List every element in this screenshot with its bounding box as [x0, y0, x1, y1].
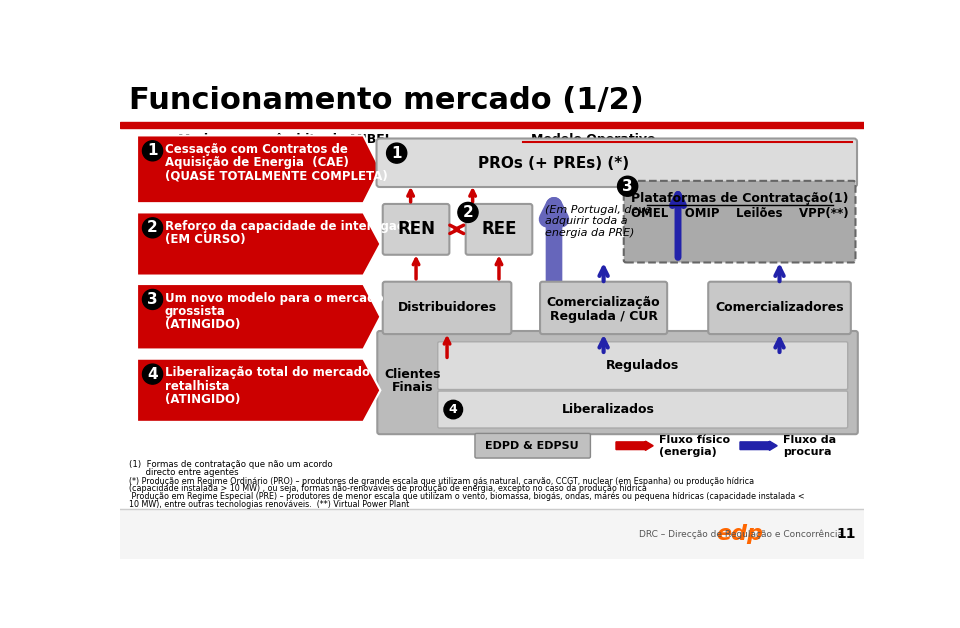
Text: Um novo modelo para o mercado: Um novo modelo para o mercado — [165, 292, 383, 305]
FancyBboxPatch shape — [383, 282, 512, 334]
Text: Comercialização: Comercialização — [547, 296, 660, 309]
Text: Clientes: Clientes — [385, 367, 442, 381]
Text: (EM CURSO): (EM CURSO) — [165, 233, 246, 246]
Text: 11: 11 — [837, 528, 856, 541]
Circle shape — [458, 202, 478, 222]
Text: EDPD & EDPSU: EDPD & EDPSU — [486, 441, 579, 451]
Text: Fluxo da
procura: Fluxo da procura — [782, 435, 836, 457]
Text: Aquisição de Energia  (CAE): Aquisição de Energia (CAE) — [165, 156, 348, 169]
Text: Reforço da capacidade de interligação: Reforço da capacidade de interligação — [165, 220, 420, 233]
Circle shape — [444, 400, 463, 419]
FancyArrow shape — [740, 441, 778, 450]
Text: (1)  Formas de contratação que não um acordo: (1) Formas de contratação que não um aco… — [130, 460, 333, 469]
Text: Produção em Regime Especial (PRE) – produtores de menor escala que utilizam o ve: Produção em Regime Especial (PRE) – prod… — [130, 492, 804, 501]
Text: 2: 2 — [463, 205, 473, 220]
Text: Regulados: Regulados — [606, 359, 679, 372]
Text: 4: 4 — [147, 367, 157, 382]
Circle shape — [387, 143, 407, 163]
Text: REN: REN — [397, 220, 435, 239]
FancyArrow shape — [616, 441, 653, 450]
Text: (ATINGIDO): (ATINGIDO) — [165, 392, 240, 406]
Circle shape — [142, 218, 162, 238]
Text: Modelo Operativo: Modelo Operativo — [531, 133, 656, 146]
FancyBboxPatch shape — [708, 282, 851, 334]
FancyBboxPatch shape — [475, 433, 590, 458]
Text: 4: 4 — [449, 403, 458, 416]
Text: 3: 3 — [147, 292, 157, 307]
FancyBboxPatch shape — [624, 181, 855, 263]
Text: Distribuidores: Distribuidores — [397, 301, 496, 315]
Circle shape — [142, 290, 162, 310]
FancyBboxPatch shape — [540, 282, 667, 334]
Text: Funcionamento mercado (1/2): Funcionamento mercado (1/2) — [130, 86, 644, 115]
Bar — [120, 122, 864, 127]
Circle shape — [142, 141, 162, 161]
Text: (ATINGIDO): (ATINGIDO) — [165, 318, 240, 331]
Text: 3: 3 — [622, 179, 633, 194]
FancyBboxPatch shape — [376, 139, 857, 187]
Text: (Em Portugal, deve
adquirir toda a
energia da PRE): (Em Portugal, deve adquirir toda a energ… — [544, 205, 652, 238]
Text: REE: REE — [481, 220, 516, 239]
FancyBboxPatch shape — [466, 204, 532, 255]
Text: 2: 2 — [147, 220, 158, 236]
Text: (capacidade instalada > 10 MW) , ou seja, formas não-renováveis de produção de e: (capacidade instalada > 10 MW) , ou seja… — [130, 484, 647, 493]
Text: 10 MW), entre outras tecnologias renováveis.  (**) Virtual Power Plant: 10 MW), entre outras tecnologias renováv… — [130, 500, 410, 509]
Polygon shape — [137, 212, 380, 276]
Text: PROs (+ PREs) (*): PROs (+ PREs) (*) — [478, 156, 630, 171]
Text: (QUASE TOTALMENTE COMPLETA): (QUASE TOTALMENTE COMPLETA) — [165, 170, 388, 182]
Bar — [120, 509, 864, 559]
FancyBboxPatch shape — [377, 331, 858, 434]
Polygon shape — [137, 136, 380, 203]
Circle shape — [617, 176, 637, 196]
Text: OMEL    OMIP    Leilões    VPP(**): OMEL OMIP Leilões VPP(**) — [631, 207, 849, 220]
Text: edp: edp — [716, 524, 763, 544]
Text: Plataformas de Contratação(1): Plataformas de Contratação(1) — [632, 192, 849, 205]
Text: Liberalizados: Liberalizados — [562, 403, 655, 416]
Text: grossista: grossista — [165, 305, 226, 318]
Text: Comercializadores: Comercializadores — [715, 301, 844, 315]
FancyBboxPatch shape — [438, 342, 848, 389]
FancyBboxPatch shape — [438, 391, 848, 428]
FancyBboxPatch shape — [383, 204, 449, 255]
Text: Cessação com Contratos de: Cessação com Contratos de — [165, 143, 348, 156]
Text: Mudanças no âmbito do MIBEL: Mudanças no âmbito do MIBEL — [179, 133, 393, 146]
Text: Fluxo físico
(energia): Fluxo físico (energia) — [659, 435, 730, 457]
Text: 1: 1 — [392, 146, 402, 161]
Text: (*) Produção em Regime Ordinário (PRO) – produtores de grande escala que utiliza: (*) Produção em Regime Ordinário (PRO) –… — [130, 477, 755, 485]
Polygon shape — [137, 284, 380, 349]
Polygon shape — [137, 359, 380, 422]
Text: Finais: Finais — [393, 381, 434, 394]
Text: directo entre agentes: directo entre agentes — [130, 468, 239, 477]
Text: Regulada / CUR: Regulada / CUR — [549, 310, 658, 323]
Text: 1: 1 — [147, 143, 157, 158]
Text: Liberalização total do mercado: Liberalização total do mercado — [165, 366, 370, 379]
Text: retalhista: retalhista — [165, 379, 229, 392]
Circle shape — [142, 364, 162, 384]
Text: DRC – Direcção de Regulação e Concorrência: DRC – Direcção de Regulação e Concorrênc… — [639, 529, 843, 539]
